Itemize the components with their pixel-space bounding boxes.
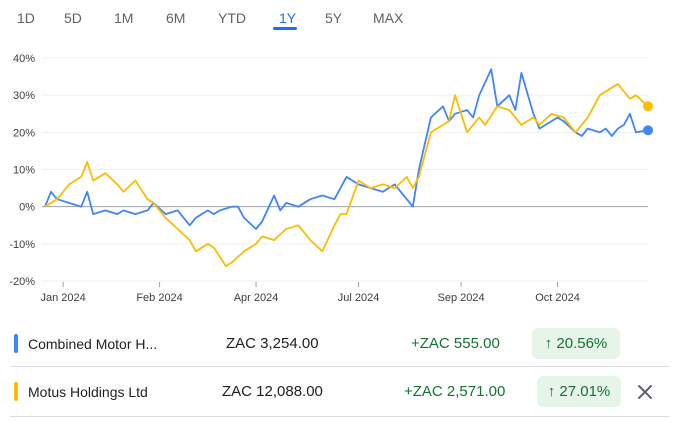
remove-comparison-button[interactable]: [632, 379, 658, 405]
stock-change: +ZAC 555.00: [411, 335, 500, 352]
stock-name: Motus Holdings Ltd: [28, 384, 148, 400]
series-line-1: [44, 83, 649, 267]
comparison-line-chart[interactable]: 40% 30% 20% 10% 0% -10% -20% Jan 2024 Feb 2024 A…: [0, 40, 689, 316]
x-tick-label: Feb 2024: [136, 292, 182, 304]
y-tick-label: 40%: [13, 53, 35, 65]
tab-6m[interactable]: 6M: [166, 10, 186, 26]
y-tick-label: -20%: [9, 276, 35, 288]
y-axis-labels: 40% 30% 20% 10% 0% -10% -20%: [9, 53, 35, 288]
x-tick-label: Oct 2024: [535, 292, 580, 304]
row-divider: [10, 416, 669, 417]
series-line-0: [44, 68, 649, 230]
series-color-marker: [14, 382, 18, 401]
tab-5d[interactable]: 5D: [64, 10, 82, 26]
tab-ytd[interactable]: YTD: [218, 10, 246, 26]
x-tick-label: Sep 2024: [438, 292, 485, 304]
percent-change-badge: ↑ 20.56%: [532, 328, 620, 359]
percent-change-badge: ↑ 27.01%: [537, 376, 621, 407]
y-tick-label: 20%: [13, 127, 35, 139]
y-tick-label: 30%: [13, 90, 35, 102]
chart-grid: [42, 57, 648, 282]
chart-series: [44, 68, 653, 267]
x-axis-labels: Jan 2024 Feb 2024 Apr 2024 Jul 2024 Sep 2024…: [40, 282, 580, 304]
y-tick-label: 10%: [13, 165, 35, 177]
summary-row-combined-motor[interactable]: Combined Motor H... ZAC 3,254.00 +ZAC 55…: [0, 323, 689, 365]
y-tick-label: -10%: [9, 239, 35, 251]
tab-1d[interactable]: 1D: [17, 10, 35, 26]
tab-max[interactable]: MAX: [373, 10, 404, 26]
stock-price: ZAC 12,088.00: [222, 383, 323, 400]
range-tabs: 1D 5D 1M 6M YTD 1Y 5Y MAX: [0, 0, 689, 34]
summary-row-motus[interactable]: Motus Holdings Ltd ZAC 12,088.00 +ZAC 2,…: [0, 371, 689, 413]
tab-1m[interactable]: 1M: [114, 10, 134, 26]
y-tick-label: 0%: [19, 202, 35, 214]
x-tick-label: Apr 2024: [234, 292, 279, 304]
active-tab-indicator: [273, 27, 297, 30]
tab-5y[interactable]: 5Y: [325, 10, 343, 26]
series-color-marker: [14, 334, 18, 353]
close-icon: [638, 385, 652, 399]
tab-1y[interactable]: 1Y: [279, 10, 297, 26]
stock-name: Combined Motor H...: [28, 336, 158, 352]
series-end-point-0: [643, 125, 653, 136]
series-end-point-1: [643, 101, 653, 112]
x-tick-label: Jul 2024: [338, 292, 380, 304]
stock-price: ZAC 3,254.00: [226, 335, 319, 352]
row-divider: [10, 366, 669, 367]
x-tick-label: Jan 2024: [40, 292, 85, 304]
stock-change: +ZAC 2,571.00: [404, 383, 506, 400]
